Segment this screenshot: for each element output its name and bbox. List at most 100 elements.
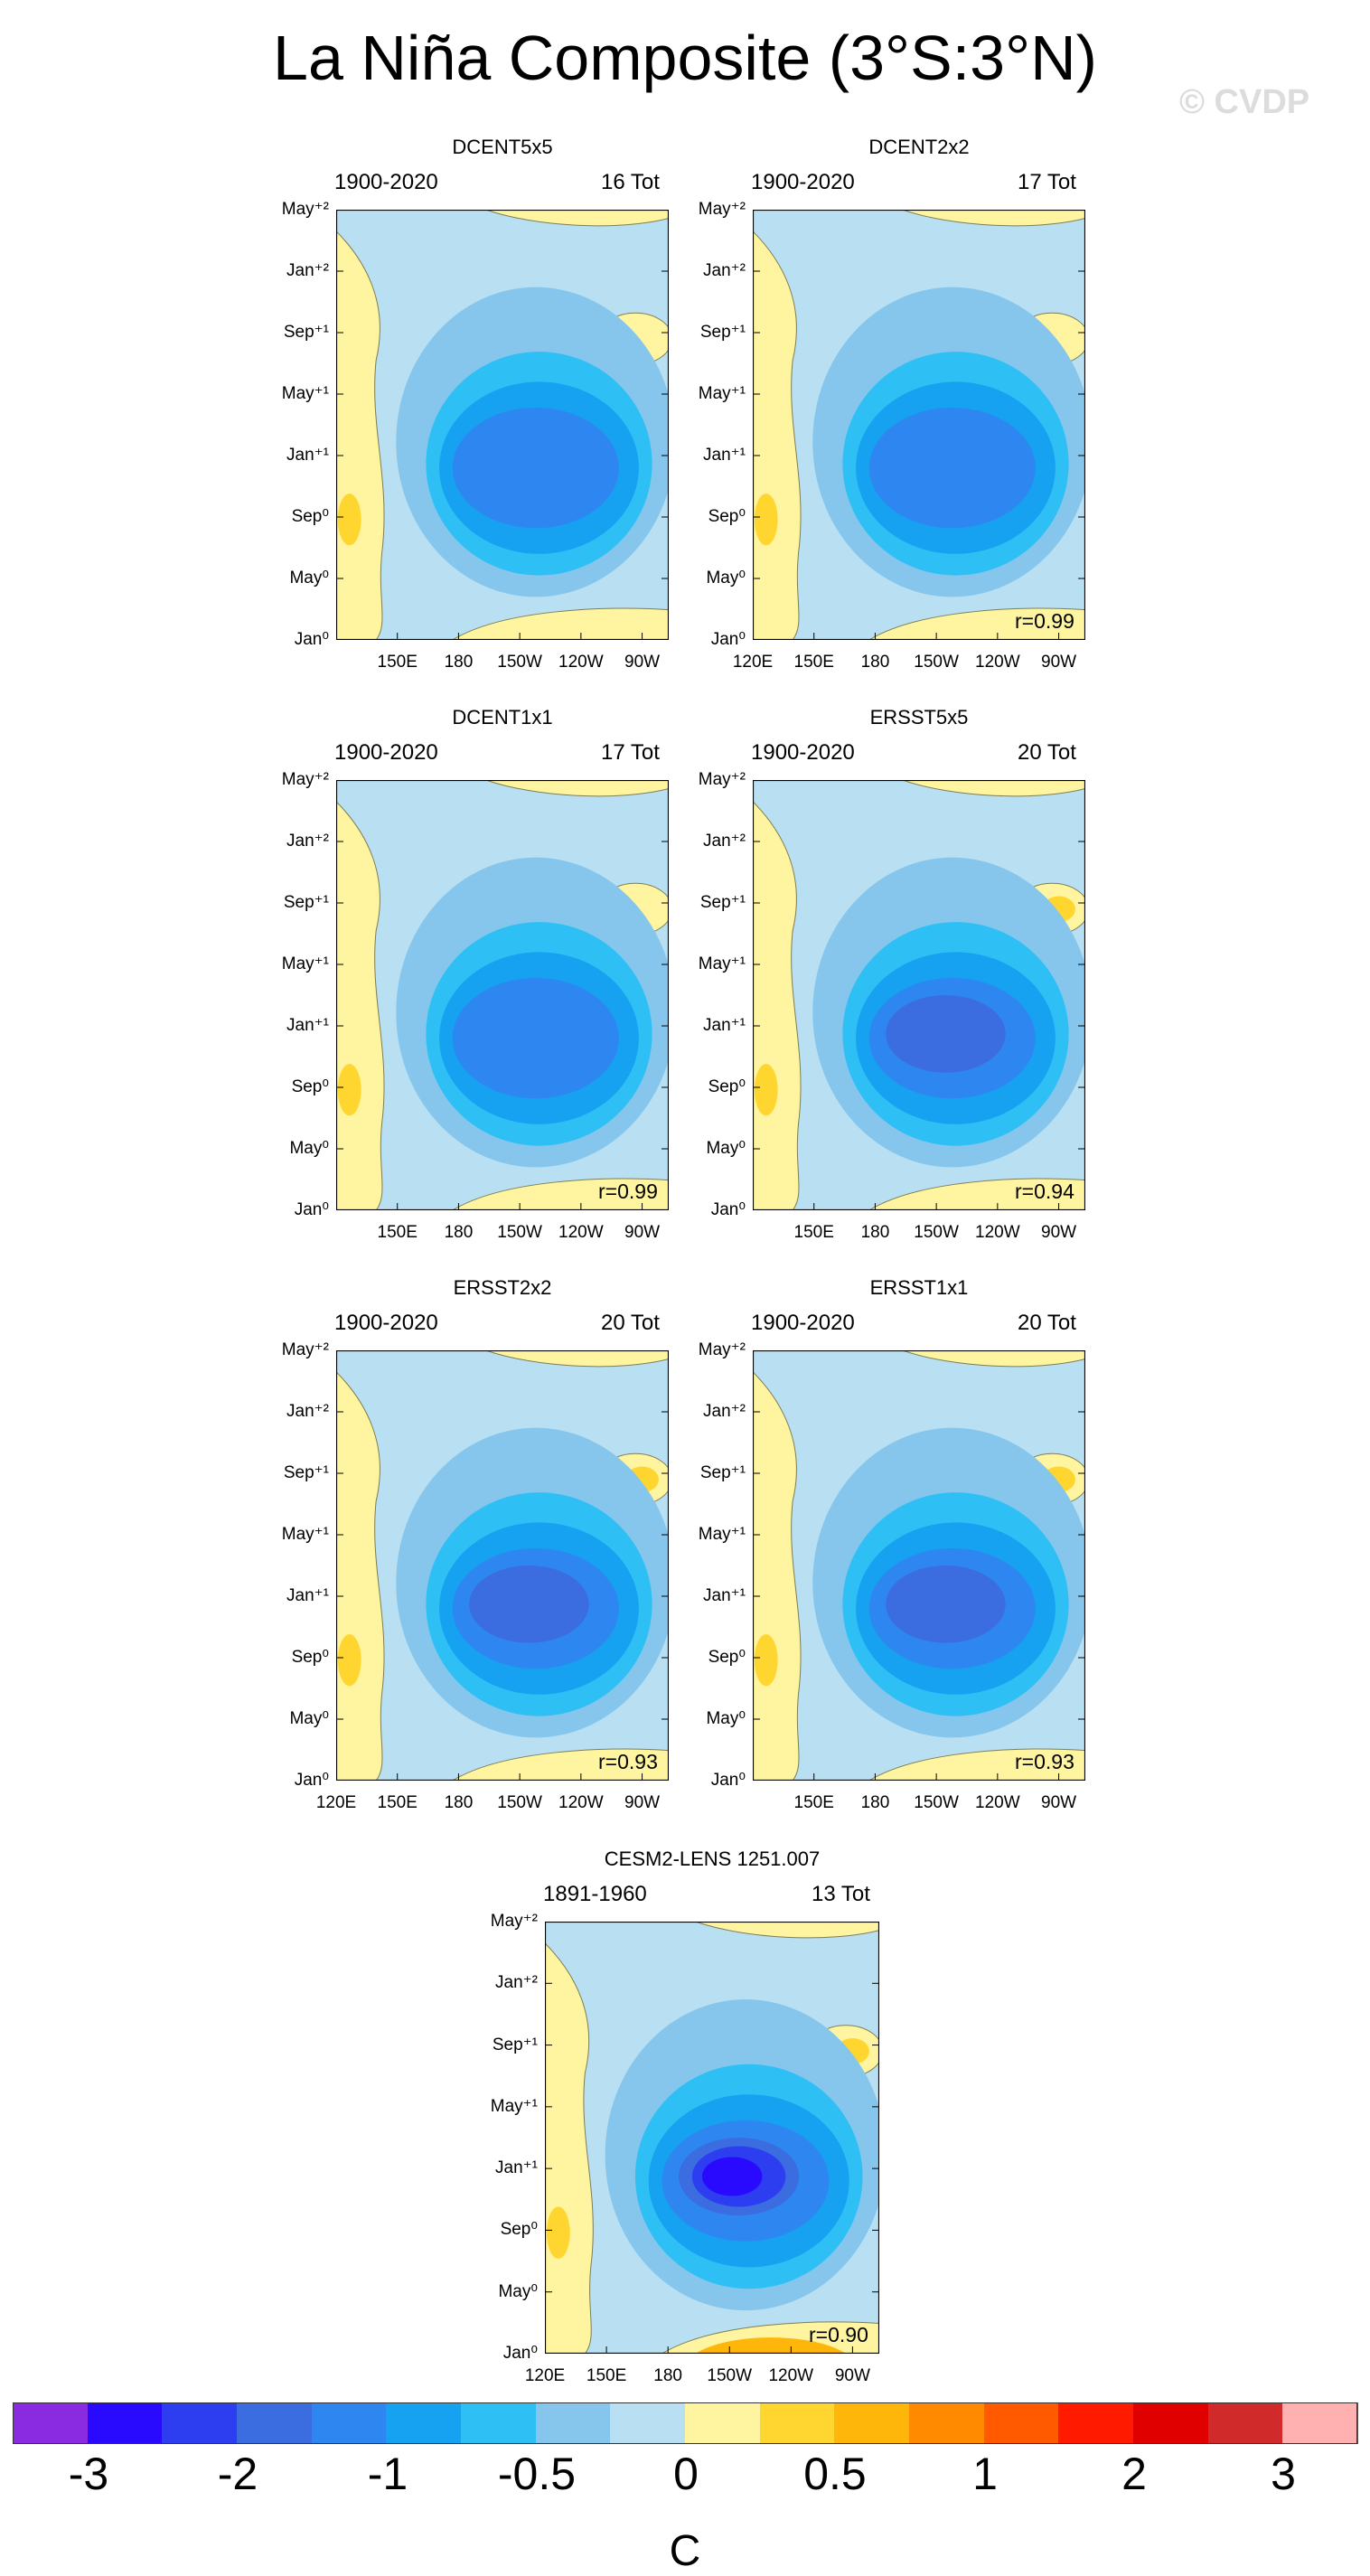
x-tick-label: 150W (497, 1223, 542, 1242)
x-tick-label: 180 (860, 1793, 890, 1812)
y-tick-label: Sep⁰ (291, 1648, 329, 1667)
y-tick-label: Jan⁰ (710, 1200, 746, 1219)
warm-west-core (337, 494, 361, 546)
x-tick-label: 150W (914, 1223, 959, 1242)
x-tick-label: 150E (793, 1223, 834, 1242)
panel-count: 17 Tot (1018, 170, 1076, 194)
warm-top-band (485, 1350, 669, 1368)
x-tick-label: 150W (914, 653, 959, 672)
warm-top-band (902, 210, 1085, 227)
colorbar-swatch (610, 2402, 687, 2444)
y-tick-label: May⁺² (490, 1912, 538, 1931)
y-tick-label: May⁺¹ (281, 384, 329, 403)
y-tick-label: Jan⁺¹ (286, 1586, 329, 1605)
cool-contour-level-5 (469, 1565, 589, 1643)
y-tick-label: Jan⁺¹ (286, 1016, 329, 1035)
panel-count: 16 Tot (601, 170, 660, 194)
colorbar-frame (13, 2402, 1357, 2444)
panel-period: 1900-2020 (334, 170, 438, 194)
y-tick-label: May⁰ (289, 1139, 329, 1158)
x-tick-label: 150W (497, 653, 542, 672)
x-tick-label: 180 (860, 653, 890, 672)
y-tick-label: May⁰ (706, 1139, 746, 1158)
warm-top-band (902, 1350, 1085, 1368)
panel-title: ERSST1x1 (869, 1276, 969, 1299)
colorbar-units: C (669, 2527, 701, 2575)
colorbar-label: -1 (367, 2449, 408, 2499)
panel-period: 1900-2020 (751, 740, 855, 765)
x-tick-label: 150E (377, 653, 418, 672)
y-tick-label: Jan⁰ (294, 1200, 329, 1219)
x-tick-label: 120W (558, 1223, 604, 1242)
y-tick-label: Sep⁺¹ (699, 1463, 746, 1482)
y-tick-label: Jan⁺² (286, 832, 329, 851)
warm-bottom-band (451, 1748, 669, 1781)
x-tick-label: 90W (834, 2366, 870, 2385)
correlation-label: r=0.90 (809, 2323, 868, 2346)
warm-west-core (754, 1634, 778, 1687)
x-tick-label: 180 (444, 653, 474, 672)
x-tick-label: 120E (524, 2366, 566, 2385)
y-tick-label: Jan⁰ (294, 1771, 329, 1790)
x-tick-label: 120W (558, 653, 604, 672)
plot-frame (545, 1922, 879, 2354)
cool-contour-level-4 (452, 407, 619, 529)
plot-frame (753, 1350, 1085, 1781)
hovmoller-plot (753, 1350, 1085, 1781)
hovmoller-plot (545, 1922, 879, 2354)
y-tick-label: May⁺¹ (281, 954, 329, 973)
y-tick-label: Jan⁺¹ (286, 446, 329, 465)
colorbar-label: 1 (972, 2449, 998, 2499)
y-tick-label: May⁰ (498, 2281, 538, 2301)
y-tick-label: Sep⁰ (291, 1077, 329, 1096)
cool-contour-level-7 (701, 2157, 763, 2196)
colorbar-swatch (13, 2402, 89, 2444)
y-tick-label: Sep⁰ (708, 1077, 746, 1096)
y-tick-label: Jan⁺² (703, 1402, 746, 1421)
warm-bottom-band (868, 607, 1085, 640)
hovmoller-plot (753, 780, 1085, 1210)
y-tick-label: May⁺¹ (281, 1525, 329, 1544)
y-tick-label: Sep⁺¹ (492, 2035, 538, 2054)
x-tick-label: 90W (624, 1223, 661, 1242)
y-tick-label: Jan⁰ (294, 630, 329, 649)
x-tick-label: 120W (975, 1223, 1020, 1242)
correlation-label: r=0.93 (598, 1750, 658, 1773)
colorbar-swatch (535, 2402, 612, 2444)
warm-top-band (902, 780, 1085, 797)
y-tick-label: Jan⁺² (703, 832, 746, 851)
x-tick-label: 120W (975, 1793, 1020, 1812)
warm-west-core (546, 2206, 570, 2259)
y-tick-label: May⁰ (706, 1709, 746, 1728)
panel-title: ERSST5x5 (869, 706, 969, 729)
plot-frame (753, 780, 1085, 1210)
x-tick-label: 120W (558, 1793, 604, 1812)
x-tick-label: 150E (377, 1223, 418, 1242)
y-tick-label: May⁺¹ (698, 384, 746, 403)
y-tick-label: Sep⁺¹ (699, 323, 746, 342)
y-tick-label: May⁺² (281, 770, 329, 789)
x-tick-label: 90W (1041, 1223, 1077, 1242)
warm-west-core (754, 1064, 778, 1116)
panel-period: 1900-2020 (751, 1311, 855, 1335)
warm-west-core (337, 1064, 361, 1116)
cool-contour-level-5 (886, 995, 1006, 1073)
colorbar-swatch (1282, 2402, 1359, 2444)
y-tick-label: Sep⁰ (708, 1648, 746, 1667)
colorbar-swatch (162, 2402, 239, 2444)
x-tick-label: 150E (377, 1793, 418, 1812)
y-tick-label: May⁰ (289, 569, 329, 588)
x-tick-label: 150W (497, 1793, 542, 1812)
correlation-label: r=0.94 (1015, 1180, 1074, 1203)
x-tick-label: 90W (624, 1793, 661, 1812)
y-tick-label: Jan⁺² (286, 261, 329, 280)
x-tick-label: 180 (444, 1793, 474, 1812)
warm-top-band (485, 210, 669, 227)
cool-contour-level-5 (886, 1565, 1006, 1643)
colorbar-swatch (685, 2402, 762, 2444)
panel-title: DCENT5x5 (452, 136, 553, 158)
x-tick-label: 150W (914, 1793, 959, 1812)
y-tick-label: Jan⁺¹ (703, 446, 746, 465)
panel-period: 1900-2020 (334, 740, 438, 765)
colorbar-swatch (909, 2402, 986, 2444)
